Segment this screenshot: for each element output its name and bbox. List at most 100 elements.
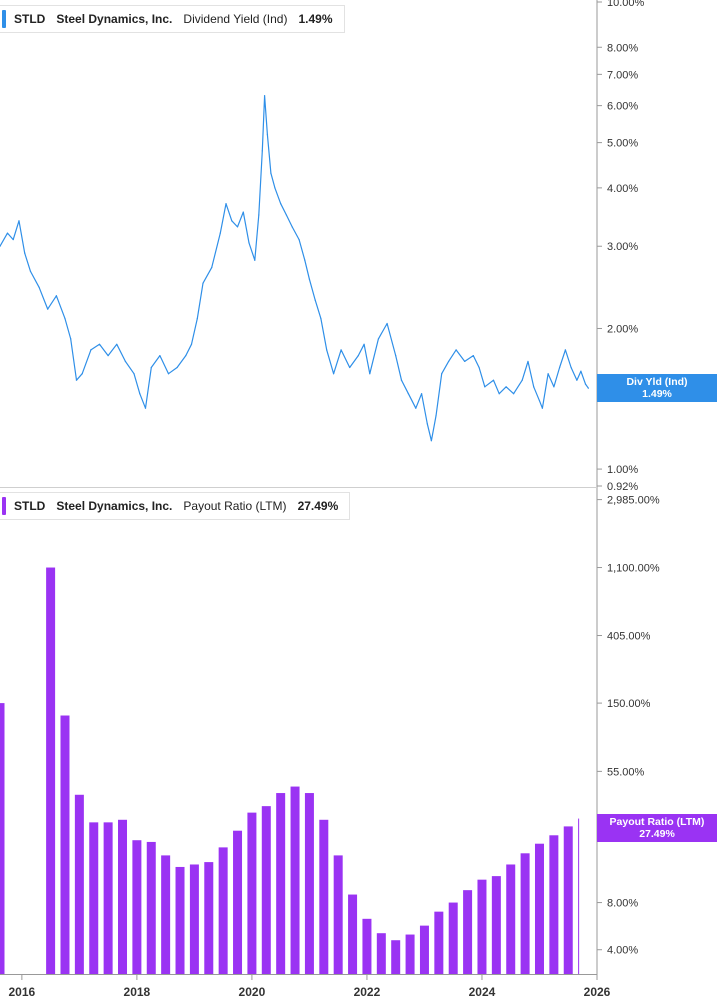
yield-data-point xyxy=(185,354,187,357)
payout-bar xyxy=(419,925,429,974)
yield-data-point xyxy=(400,379,403,381)
yield-data-point xyxy=(349,366,351,369)
payout-bar xyxy=(463,890,473,974)
payout-bar xyxy=(175,866,185,974)
yield-series-line xyxy=(0,95,589,442)
payout-tag-value: 27.49% xyxy=(639,828,675,840)
yield-data-point xyxy=(225,203,227,205)
yield-data-point xyxy=(298,238,300,241)
yield-data-point xyxy=(144,407,147,409)
yield-data-point xyxy=(29,270,32,272)
yield-data-point xyxy=(81,373,83,375)
yield-data-point xyxy=(167,373,170,375)
yield-data-point xyxy=(505,386,507,388)
yield-data-point xyxy=(395,354,397,357)
payout-legend-value: 27.49% xyxy=(297,499,339,513)
payout-bar xyxy=(391,940,401,974)
yield-data-point xyxy=(116,343,118,345)
yield-y-tick-label: 10.00% xyxy=(607,0,645,9)
yield-data-point xyxy=(492,379,495,381)
payout-legend-ticker: STLD xyxy=(14,499,46,513)
yield-data-point xyxy=(547,373,549,375)
yield-data-point xyxy=(533,386,535,388)
yield-data-point xyxy=(231,220,233,222)
yield-y-tick-label: 5.00% xyxy=(607,138,638,150)
yield-data-point xyxy=(107,354,109,357)
yield-data-point xyxy=(38,286,40,288)
yield-data-point xyxy=(320,317,322,320)
payout-bar xyxy=(0,703,5,974)
yield-data-point xyxy=(18,220,20,222)
yield-data-point xyxy=(426,423,428,425)
payout-y-tick-label: 150.00% xyxy=(607,698,651,710)
yield-legend-value: 1.49% xyxy=(298,12,333,26)
yield-data-point xyxy=(369,373,371,375)
yield-data-point xyxy=(326,349,328,351)
yield-data-point xyxy=(236,226,239,228)
payout-bar xyxy=(563,826,573,974)
yield-y-tick-label: 3.00% xyxy=(607,241,638,253)
yield-legend: STLD Steel Dynamics, Inc. Dividend Yield… xyxy=(0,5,345,33)
payout-legend: STLD Steel Dynamics, Inc. Payout Ratio (… xyxy=(0,492,351,520)
yield-data-point xyxy=(576,379,578,381)
payout-bar xyxy=(89,822,99,974)
payout-legend-swatch xyxy=(2,497,6,515)
yield-tag-label: Div Yld (Ind) xyxy=(626,376,688,388)
yield-data-point xyxy=(274,187,276,189)
yield-data-point xyxy=(304,259,306,261)
payout-bar xyxy=(74,794,84,974)
yield-data-point xyxy=(357,354,359,357)
payout-y-tick-label: 8.00% xyxy=(607,898,638,910)
yield-data-point xyxy=(407,393,409,395)
yield-data-point xyxy=(270,172,272,174)
payout-legend-company: Steel Dynamics, Inc. xyxy=(56,499,173,513)
yield-data-point xyxy=(254,259,256,261)
yield-data-point xyxy=(90,349,92,351)
x-tick-label: 2022 xyxy=(354,985,381,999)
yield-data-point xyxy=(258,214,260,216)
yield-data-point xyxy=(314,299,316,301)
payout-bar xyxy=(376,933,386,974)
yield-data-point xyxy=(150,366,152,369)
yield-data-point xyxy=(464,360,466,363)
yield-data-point xyxy=(420,393,423,395)
yield-data-point xyxy=(75,379,78,381)
payout-bar xyxy=(477,879,487,974)
payout-bar xyxy=(448,902,458,974)
yield-data-point xyxy=(513,393,515,395)
yield-data-point xyxy=(70,338,72,340)
yield-data-point xyxy=(332,373,335,375)
payout-bar xyxy=(146,841,156,974)
yield-data-point xyxy=(435,415,437,417)
payout-bar xyxy=(103,822,113,974)
yield-data-point xyxy=(386,322,388,325)
yield-data-point xyxy=(570,366,572,369)
payout-bar xyxy=(348,894,358,974)
yield-data-point xyxy=(47,308,49,310)
payout-bar xyxy=(132,840,142,974)
yield-data-point xyxy=(202,282,204,284)
payout-bar xyxy=(491,876,501,974)
payout-bar xyxy=(290,786,300,974)
payout-y-tick-label: 55.00% xyxy=(607,766,645,778)
payout-bar xyxy=(218,847,228,974)
yield-data-point xyxy=(308,278,311,280)
yield-legend-company: Steel Dynamics, Inc. xyxy=(56,12,173,26)
yield-data-point xyxy=(291,226,293,228)
yield-data-point xyxy=(55,295,57,297)
yield-data-point xyxy=(190,343,193,345)
yield-data-point xyxy=(541,407,543,409)
payout-bar xyxy=(233,830,243,974)
x-tick-label: 2018 xyxy=(124,985,151,999)
yield-data-point xyxy=(266,134,269,136)
yield-data-point xyxy=(0,245,1,247)
payout-value-tag: Payout Ratio (LTM) 27.49% xyxy=(597,814,717,842)
yield-data-point xyxy=(133,373,135,375)
yield-y-tick-label: 7.00% xyxy=(607,69,638,81)
payout-bar xyxy=(520,853,530,974)
payout-bar xyxy=(204,862,214,974)
x-tick-label: 2024 xyxy=(469,985,496,999)
payout-bar xyxy=(578,818,580,974)
yield-data-point xyxy=(538,400,541,402)
